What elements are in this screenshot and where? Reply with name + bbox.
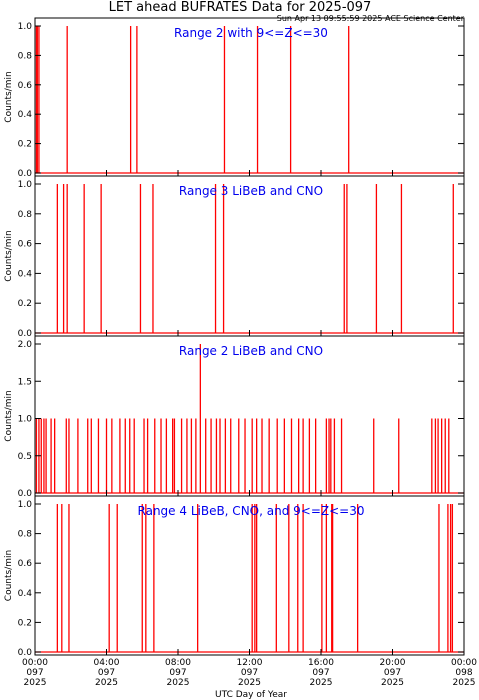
x-tick-label: 16:00 [308,658,334,668]
y-tick-label: 0.0 [18,648,33,658]
panel-annotation: Range 2 LiBeB and CNO [179,344,323,358]
x-tick-label: 097 [312,668,329,678]
x-tick-label: 097 [169,668,186,678]
y-axis-label: Counts/min [4,390,14,441]
x-tick-label: 2025 [238,678,261,688]
x-tick-label: 097 [241,668,258,678]
panel-2: 0.0 0.2 0.4 0.6 0.8 1.0 Counts/min Range 3 LiBe… [4,175,465,339]
y-tick-label: 0.8 [18,210,33,220]
x-tick-label: 08:00 [165,658,191,668]
y-tick-label: 0.8 [18,530,33,540]
x-tick-label: 2025 [453,678,476,688]
x-tick-label: 12:00 [237,658,263,668]
x-tick-label: 04:00 [94,658,120,668]
y-tick-label: 0.4 [18,110,33,120]
y-tick-label: 0.5 [18,452,32,462]
y-tick-label: 0.8 [18,51,33,61]
y-tick-label: 1.0 [18,22,33,32]
x-tick-label: 097 [384,668,401,678]
y-tick-label: 0.0 [18,329,33,339]
y-tick-label: 0.6 [18,81,33,91]
chart-title: LET ahead BUFRATES Data for 2025-097 [109,0,372,15]
y-axis-label: Counts/min [4,550,14,601]
y-tick-label: 0.2 [18,618,32,628]
x-tick-label: 097 [26,668,43,678]
x-tick-label: 2025 [310,678,333,688]
y-tick-label: 1.0 [18,415,33,425]
x-axis-ticks: 00:00097202504:00097202508:00097202512:0… [22,658,477,688]
x-tick-label: 00:00 [22,658,48,668]
y-tick-label: 1.5 [18,377,32,387]
x-tick-label: 098 [455,668,472,678]
panel-4: 0.0 0.2 0.4 0.6 0.8 1.0 Counts/min Range 4 LiBe… [4,495,465,658]
panel-annotation: Range 4 LiBeB, CNO, and 9<=Z<=30 [138,504,365,518]
x-tick-label: 097 [98,668,115,678]
y-tick-label: 0.6 [18,559,33,569]
y-tick-label: 0.4 [18,589,33,599]
y-tick-label: 0.0 [18,489,33,499]
panel-1: 0.0 0.2 0.4 0.6 0.8 1.0 Counts/min Range 2 with… [4,17,465,179]
y-tick-label: 1.0 [18,500,33,510]
chart-panels: 0.0 0.2 0.4 0.6 0.8 1.0 Counts/min Range 2 with… [4,17,465,658]
y-tick-label: 0.4 [18,269,33,279]
y-axis-label: Counts/min [4,71,14,122]
x-tick-label: 2025 [95,678,118,688]
y-tick-label: 0.2 [18,140,32,150]
y-tick-label: 0.6 [18,240,33,250]
y-tick-label: 1.0 [18,180,33,190]
x-axis-label: UTC Day of Year [215,690,287,700]
panel-3: 0.0 0.5 1.0 1.5 2.0 Counts/min Range 2 LiBeB a… [4,335,465,499]
y-tick-label: 0.0 [18,169,33,179]
x-tick-label: 2025 [381,678,404,688]
panel-annotation: Range 2 with 9<=Z<=30 [174,26,328,40]
y-axis-label: Counts/min [4,230,14,281]
x-tick-label: 2025 [167,678,190,688]
panel-annotation: Range 3 LiBeB and CNO [179,184,323,198]
y-tick-label: 0.2 [18,299,32,309]
x-tick-label: 20:00 [380,658,406,668]
x-tick-label: 00:00 [451,658,477,668]
y-tick-label: 2.0 [18,340,33,350]
x-tick-label: 2025 [24,678,47,688]
